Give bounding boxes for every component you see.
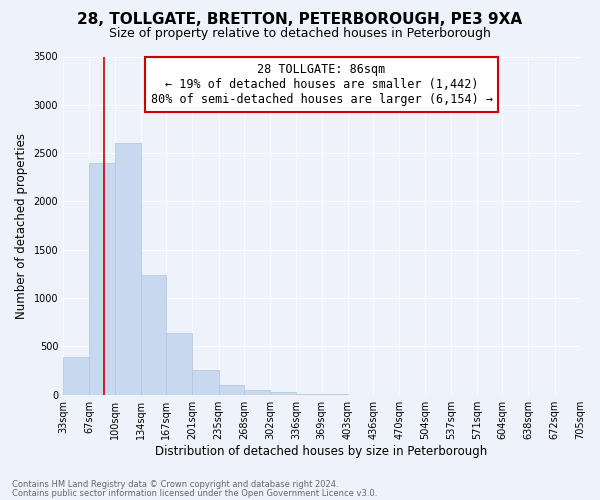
Bar [270, 392, 296, 394]
Y-axis label: Number of detached properties: Number of detached properties [15, 132, 28, 318]
Bar [63, 357, 89, 395]
Bar [244, 390, 270, 394]
Bar [166, 333, 193, 394]
Text: 28, TOLLGATE, BRETTON, PETERBOROUGH, PE3 9XA: 28, TOLLGATE, BRETTON, PETERBOROUGH, PE3… [77, 12, 523, 28]
Bar [141, 275, 166, 394]
Bar [89, 163, 115, 394]
Text: Contains public sector information licensed under the Open Government Licence v3: Contains public sector information licen… [12, 490, 377, 498]
Text: 28 TOLLGATE: 86sqm
← 19% of detached houses are smaller (1,442)
80% of semi-deta: 28 TOLLGATE: 86sqm ← 19% of detached hou… [151, 64, 493, 106]
Text: Size of property relative to detached houses in Peterborough: Size of property relative to detached ho… [109, 28, 491, 40]
Text: Contains HM Land Registry data © Crown copyright and database right 2024.: Contains HM Land Registry data © Crown c… [12, 480, 338, 489]
X-axis label: Distribution of detached houses by size in Peterborough: Distribution of detached houses by size … [155, 444, 488, 458]
Bar [218, 385, 244, 394]
Bar [193, 370, 218, 394]
Bar [115, 144, 141, 394]
